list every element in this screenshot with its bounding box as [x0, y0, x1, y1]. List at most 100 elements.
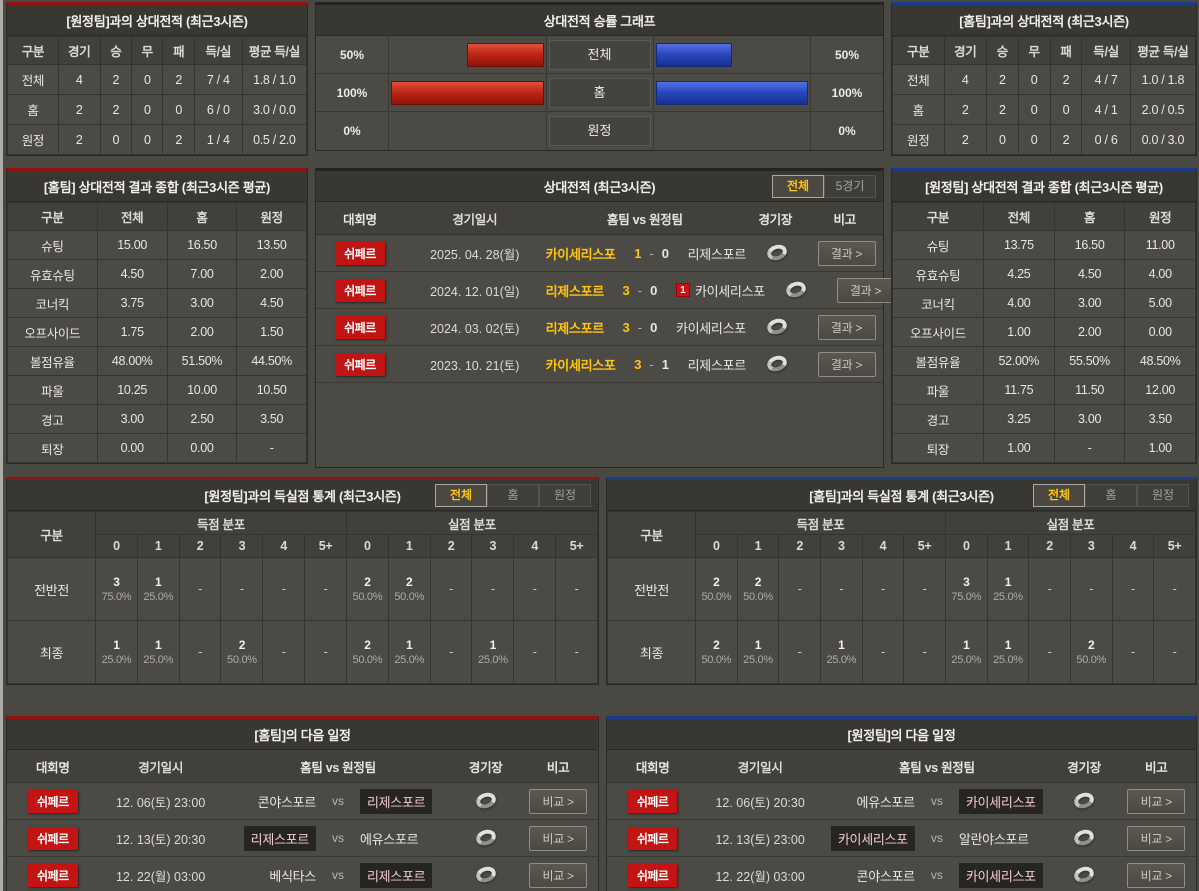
summary-cell: 2.00 — [236, 259, 307, 289]
summary-cell: 3.00 — [166, 288, 238, 318]
stats-cell: 1 25.0% — [986, 557, 1030, 621]
result-button[interactable]: 결과 > — [817, 240, 876, 266]
row-label: 슈팅 — [7, 230, 98, 260]
league-badge: 쉬페르 — [627, 789, 678, 813]
group-header-scored: 득점 분포 — [95, 511, 347, 535]
bin-header: 2 — [1028, 534, 1071, 558]
match-row: 쉬페르 2023. 10. 21(토) 카이세리스포 3-1 리제스포르 결과 > — [316, 346, 883, 383]
row-label: 퇴장 — [7, 433, 98, 463]
row-label: 퇴장 — [892, 433, 984, 463]
summary-cell: 10.25 — [96, 375, 168, 405]
column-header: 경기 — [943, 36, 987, 65]
column-header: 패 — [1049, 36, 1083, 65]
list-header: 대회명 경기일시 홈팀 vs 원정팀 경기장 비고 — [607, 750, 1196, 783]
compare-button[interactable]: 비교 > — [1127, 862, 1186, 888]
record-cell: 0 — [985, 124, 1019, 155]
summary-cell: 1.00 — [1124, 433, 1196, 463]
record-table: 구분 경기 승 무 패 득/실 평균 득/실 전체 4 2 0 2 4 / 7 1.0 / 1.8 홈 2 2 0… — [892, 36, 1197, 155]
summary-cell: 16.50 — [166, 230, 238, 260]
compare-button[interactable]: 비교 > — [529, 788, 588, 814]
row-label: 파울 — [892, 375, 984, 405]
column-header: 평균 득/실 — [241, 36, 308, 65]
stadium-icon[interactable] — [1072, 827, 1096, 848]
stadium-icon[interactable] — [473, 827, 498, 848]
summary-cell: 13.50 — [236, 230, 307, 260]
league-badge: 쉬페르 — [27, 789, 78, 813]
compare-button[interactable]: 비교 > — [1127, 825, 1186, 851]
stats-row: 최종 1 25.0% 1 25.0% -2 50.0% - -2 50.0% 1 25.0% -1 25.… — [7, 620, 598, 684]
summary-row: 유효슈팅 4.50 7.00 2.00 — [7, 259, 307, 289]
away-team-name: 리제스포르 — [687, 357, 747, 373]
panel-title-bar: [원정팀]과의 상대전적 (최근3시즌) — [7, 5, 307, 36]
summary-cell: 48.50% — [1124, 346, 1196, 376]
stats-row: 전반전 2 50.0% 2 50.0% - - - -3 75.0% 1 25.0% - - - - — [607, 557, 1196, 621]
league-badge: 쉬페르 — [335, 241, 385, 265]
filter-tab[interactable]: 홈 — [1085, 484, 1137, 507]
filter-tab[interactable]: 전체 — [435, 484, 487, 507]
stadium-icon[interactable] — [473, 864, 498, 885]
record-cell: 0 — [162, 94, 195, 125]
row-label: 코너킥 — [7, 288, 98, 318]
stadium-icon[interactable] — [1072, 790, 1096, 811]
summary-row: 유효슈팅 4.25 4.50 4.00 — [892, 259, 1196, 289]
stadium-icon[interactable] — [765, 353, 789, 374]
bin-header: 5+ — [903, 534, 946, 558]
summary-cell: 3.75 — [96, 288, 168, 318]
result-button[interactable]: 결과 > — [836, 277, 895, 303]
bin-header: 1 — [136, 534, 180, 558]
stadium-icon[interactable] — [1072, 864, 1096, 885]
row-label: 유효슈팅 — [7, 259, 98, 289]
filter-tab[interactable]: 홈 — [487, 484, 539, 507]
filter-tab[interactable]: 전체 — [1033, 484, 1085, 507]
stats-cell: - — [429, 557, 473, 621]
home-bar-track — [388, 112, 547, 150]
stats-cell: - — [1069, 557, 1113, 621]
stats-cell: - — [304, 557, 347, 621]
away-bar-track — [652, 112, 811, 150]
goal-stats-table: 구분 득점 분포 실점 분포 0 1 2 3 4 5+ 0 1 2 3 4 5+ 전반전 3 75.0% 1 25.0… — [7, 511, 599, 684]
bin-header: 5+ — [555, 534, 598, 558]
panel-title-bar: 상대전적 (최근3시즌) 전체 5경기 — [316, 171, 883, 202]
stadium-icon[interactable] — [765, 242, 789, 263]
record-cell: 2 — [985, 94, 1019, 125]
filter-tab[interactable]: 전체 — [772, 175, 824, 198]
panel-record-vs-away: [원정팀]과의 상대전적 (최근3시즌) 구분 경기 승 무 패 득/실 평균 득/실 전체 4… — [6, 2, 308, 156]
home-team-name: 콘야스포르 — [257, 794, 317, 810]
league-badge: 쉬페르 — [335, 352, 385, 376]
summary-cell: 44.50% — [236, 346, 307, 376]
summary-cell: 48.00% — [96, 346, 168, 376]
compare-button[interactable]: 비교 > — [529, 825, 588, 851]
record-cell: 2 — [943, 94, 987, 125]
compare-button[interactable]: 비교 > — [1127, 788, 1186, 814]
summary-cell: 10.00 — [166, 375, 238, 405]
stats-cell: 2 50.0% — [345, 557, 389, 621]
panel-title: [홈팀]과의 상대전적 (최근3시즌) — [959, 13, 1129, 29]
row-label: 볼점유율 — [892, 346, 984, 376]
match-date: 12. 13(토) 23:00 — [715, 832, 805, 847]
row-label: 오프사이드 — [892, 317, 984, 347]
filter-tab[interactable]: 원정 — [539, 484, 591, 507]
row-label: 슈팅 — [892, 230, 984, 260]
stadium-icon[interactable] — [473, 790, 498, 811]
result-button[interactable]: 결과 > — [817, 314, 876, 340]
stadium-icon[interactable] — [784, 279, 808, 300]
away-team-name: 카이세리스포 — [675, 320, 746, 336]
stats-cell: - — [178, 620, 222, 684]
column-header: 경기일시 — [138, 760, 184, 775]
stats-row: 전반전 3 75.0% 1 25.0% - - - -2 50.0% 2 50.0% - - - - — [7, 557, 598, 621]
stats-cell: 2 50.0% — [345, 620, 389, 684]
h2h-tab-group: 전체 5경기 — [772, 175, 876, 198]
column-header: 경기장 — [1067, 760, 1101, 775]
summary-cell: 15.00 — [96, 230, 168, 260]
filter-tab[interactable]: 원정 — [1137, 484, 1189, 507]
record-cell: 2.0 / 0.5 — [1129, 94, 1197, 125]
stadium-icon[interactable] — [765, 316, 789, 337]
filter-tab[interactable]: 5경기 — [824, 175, 876, 198]
away-team-name: 리제스포르 — [687, 246, 747, 262]
result-button[interactable]: 결과 > — [817, 351, 876, 377]
compare-button[interactable]: 비교 > — [529, 862, 588, 888]
away-score: 0 — [650, 282, 658, 298]
column-header: 원정 — [236, 202, 307, 231]
summary-cell: 5.00 — [1124, 288, 1196, 318]
